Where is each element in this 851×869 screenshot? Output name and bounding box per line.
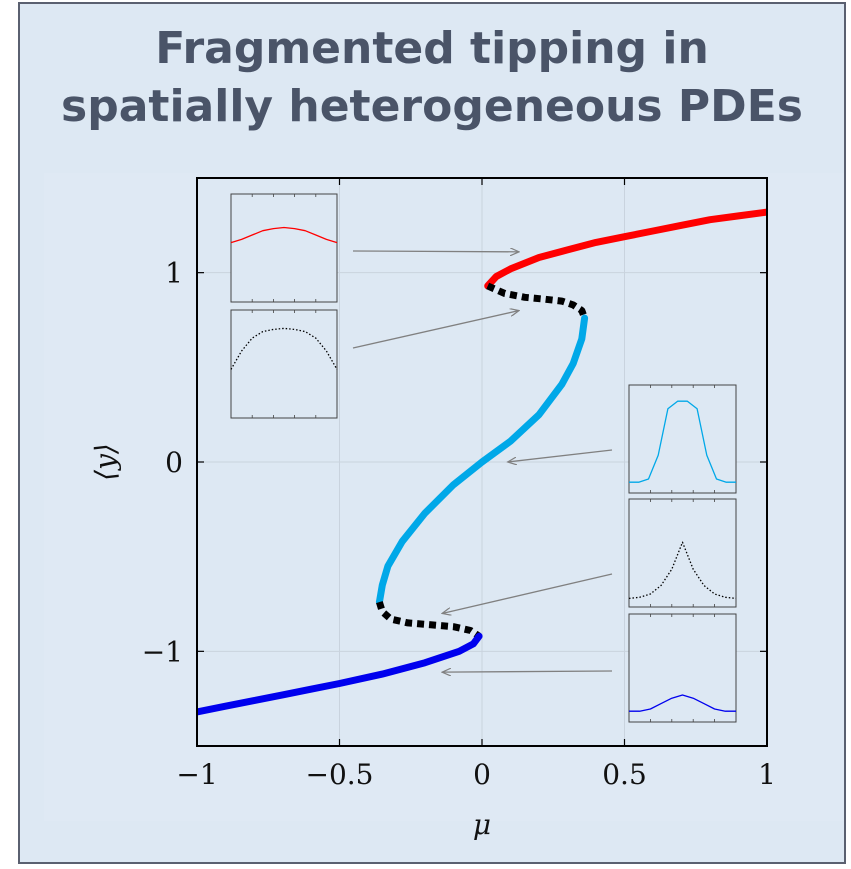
- title-line-1: Fragmented tipping in: [155, 23, 709, 74]
- y-tick-label: 1: [165, 257, 183, 290]
- series-0-line: [484, 208, 767, 290]
- inset-red-profile: [230, 226, 338, 244]
- inset-light-blue-profile: [629, 400, 736, 483]
- inset-dotted-top-profile: [230, 327, 338, 370]
- inset-dark-blue-frame: [628, 613, 737, 723]
- y-axis-label: ⟨y⟩: [89, 443, 122, 481]
- inset-dark-blue-arrow: [442, 671, 613, 672]
- inset-red: [230, 193, 338, 303]
- x-tick-label: −0.5: [306, 758, 374, 791]
- page-title: Fragmented tipping in spatially heteroge…: [18, 20, 846, 136]
- series-4-line: [197, 632, 483, 716]
- y-tick-label: −1: [142, 635, 183, 668]
- inset-dark-blue: [628, 613, 737, 723]
- series-3-line: [376, 601, 482, 640]
- inset-dotted-top-frame: [230, 309, 338, 419]
- inset-dotted-bottom-profile: [628, 541, 737, 600]
- series-2-line: [375, 314, 589, 606]
- inset-red-frame: [230, 193, 338, 303]
- x-tick-label: 1: [758, 758, 776, 791]
- inset-dotted-bottom-arrow: [442, 573, 613, 613]
- inset-dotted-bottom-frame: [628, 498, 737, 608]
- plot-frame: [196, 177, 768, 747]
- x-tick-label: 0: [473, 758, 491, 791]
- x-tick-label: 0.5: [602, 758, 647, 791]
- inset-dotted-top: [230, 309, 338, 419]
- title-line-2: spatially heterogeneous PDEs: [61, 81, 803, 132]
- inset-light-blue-arrow: [508, 449, 613, 462]
- series-group: [197, 208, 767, 716]
- inset-dotted-top-arrow: [352, 311, 519, 349]
- inset-light-blue-frame: [628, 384, 737, 494]
- x-tick-label: −1: [176, 758, 217, 791]
- inset-light-blue: [628, 384, 737, 494]
- inset-dotted-bottom: [628, 498, 737, 608]
- inset-dark-blue-profile: [629, 694, 736, 712]
- y-tick-label: 0: [165, 446, 183, 479]
- inset-red-arrow: [352, 251, 519, 252]
- series-1-line: [486, 282, 588, 320]
- x-axis-label: μ: [473, 808, 491, 841]
